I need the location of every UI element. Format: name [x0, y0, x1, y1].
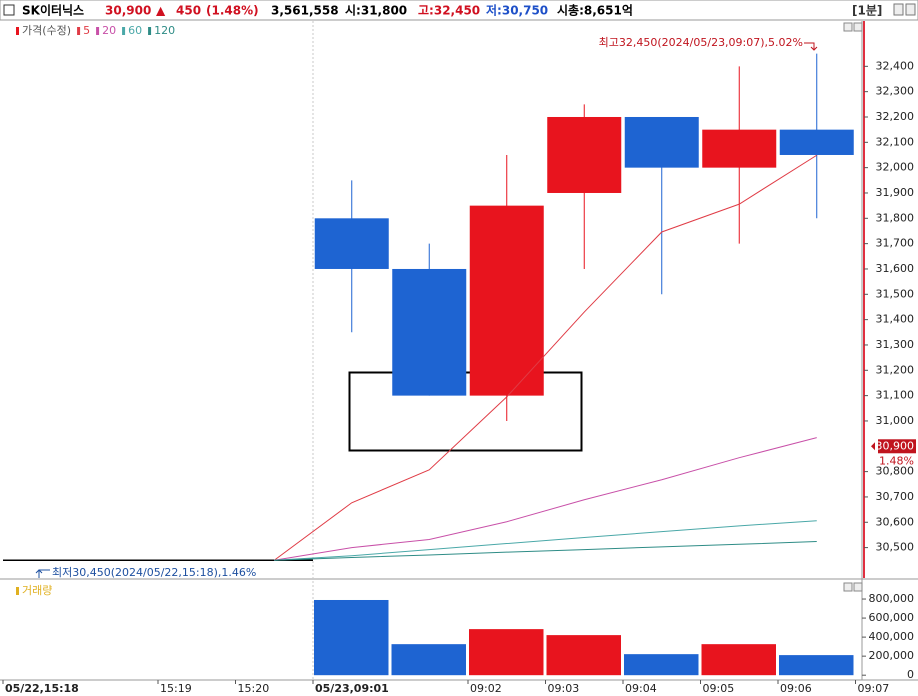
y-tick-label: 200,000 [869, 649, 915, 662]
moving-average-line [274, 437, 817, 561]
legend-label: 5 [83, 24, 90, 37]
interval[interactable]: [1분] [852, 4, 882, 18]
y-tick-label: 30,700 [876, 490, 915, 503]
volume-bar [624, 654, 699, 676]
max-arrow [804, 42, 818, 51]
stock-name: SK이터닉스 [22, 3, 84, 18]
min-arrow [35, 569, 50, 578]
x-tick-label: 05/23,09:01 [315, 682, 389, 695]
y-tick-label: 31,900 [876, 186, 915, 199]
change: 450 [176, 4, 201, 18]
y-tick-label: 600,000 [869, 611, 915, 624]
y-tick-label: 32,300 [876, 85, 915, 98]
high: 고:32,450 [418, 4, 480, 18]
moving-average-line [274, 541, 817, 561]
volume-bar [546, 635, 621, 676]
x-tick-label: 09:06 [780, 682, 812, 695]
y-tick-label: 31,100 [876, 389, 915, 402]
x-tick-label: 15:19 [160, 682, 192, 695]
candle-body [624, 116, 699, 168]
volume-bar [779, 655, 854, 676]
moving-average-line [273, 154, 818, 561]
y-tick-label: 31,800 [876, 211, 915, 224]
legend-swatch [77, 27, 81, 35]
candle-body [314, 218, 389, 269]
y-tick-label: 31,700 [876, 237, 915, 250]
candle-body [547, 116, 622, 193]
y-tick-label: 31,600 [876, 262, 915, 275]
y-tick-label: 32,000 [876, 161, 915, 174]
volume: 3,561,558 [271, 4, 339, 18]
y-tick-label: 0 [907, 668, 914, 681]
y-tick-label: 31,400 [876, 313, 915, 326]
y-tick-label: 30,600 [876, 515, 915, 528]
candle-body [779, 129, 854, 155]
y-tick-label: 30,800 [876, 465, 915, 478]
x-tick-label: 09:02 [470, 682, 502, 695]
candle-body [392, 268, 467, 396]
current-change-label: 1.48% [879, 454, 914, 467]
change-arrow: ▲ [156, 4, 166, 18]
window-button[interactable] [905, 3, 916, 16]
price: 30,900 [105, 4, 151, 18]
y-tick-label: 30,500 [876, 541, 915, 554]
legend-swatch [16, 27, 19, 35]
min-annotation: 최저30,450(2024/05/22,15:18),1.46% [52, 566, 256, 579]
panel-button[interactable] [853, 582, 863, 592]
y-tick-label: 31,200 [876, 363, 915, 376]
volume-bar [391, 644, 466, 676]
volume-bar [469, 629, 544, 676]
x-tick-label: 09:03 [548, 682, 580, 695]
market-cap: 시총:8,651억 [557, 3, 633, 18]
legend-label: 가격(수정) [22, 24, 71, 37]
panel-button[interactable] [843, 22, 853, 32]
candle-body [469, 205, 544, 396]
x-tick-label: 09:05 [703, 682, 735, 695]
y-tick-label: 32,200 [876, 110, 915, 123]
y-tick-label: 32,100 [876, 135, 915, 148]
volume-bar [701, 644, 776, 676]
x-tick-label: 09:07 [858, 682, 890, 695]
y-tick-label: 32,400 [876, 59, 915, 72]
x-tick-label: 09:04 [625, 682, 657, 695]
window-button[interactable] [893, 3, 904, 16]
y-tick-label: 31,500 [876, 287, 915, 300]
legend-swatch [122, 27, 126, 35]
legend-label: 120 [154, 24, 175, 37]
max-annotation: 최고32,450(2024/05/23,09:07),5.02% [599, 36, 803, 49]
current-price-label: 30,900 [876, 439, 915, 452]
legend-label: 거래량 [22, 584, 52, 597]
y-tick-label: 31,300 [876, 338, 915, 351]
legend-swatch [16, 587, 19, 595]
legend-label: 60 [128, 24, 142, 37]
checkbox[interactable] [3, 4, 15, 16]
low: 저:30,750 [486, 3, 548, 18]
header-bar [0, 0, 918, 21]
legend-label: 20 [102, 24, 116, 37]
volume-bar [314, 599, 389, 676]
x-tick-label: 15:20 [238, 682, 270, 695]
moving-average-line [274, 520, 817, 561]
panel-button[interactable] [843, 582, 853, 592]
change-pct: (1.48%) [206, 4, 259, 18]
legend-swatch [96, 27, 100, 35]
panel-button[interactable] [853, 22, 863, 32]
y-tick-label: 800,000 [869, 592, 915, 605]
x-tick-label: 05/22,15:18 [5, 682, 79, 695]
y-tick-label: 31,000 [876, 414, 915, 427]
legend-swatch [148, 27, 152, 35]
open: 시:31,800 [345, 4, 407, 18]
y-tick-label: 400,000 [869, 630, 915, 643]
current-price-tag [878, 439, 916, 454]
candle-body [702, 129, 777, 168]
current-price-pointer [871, 442, 875, 451]
